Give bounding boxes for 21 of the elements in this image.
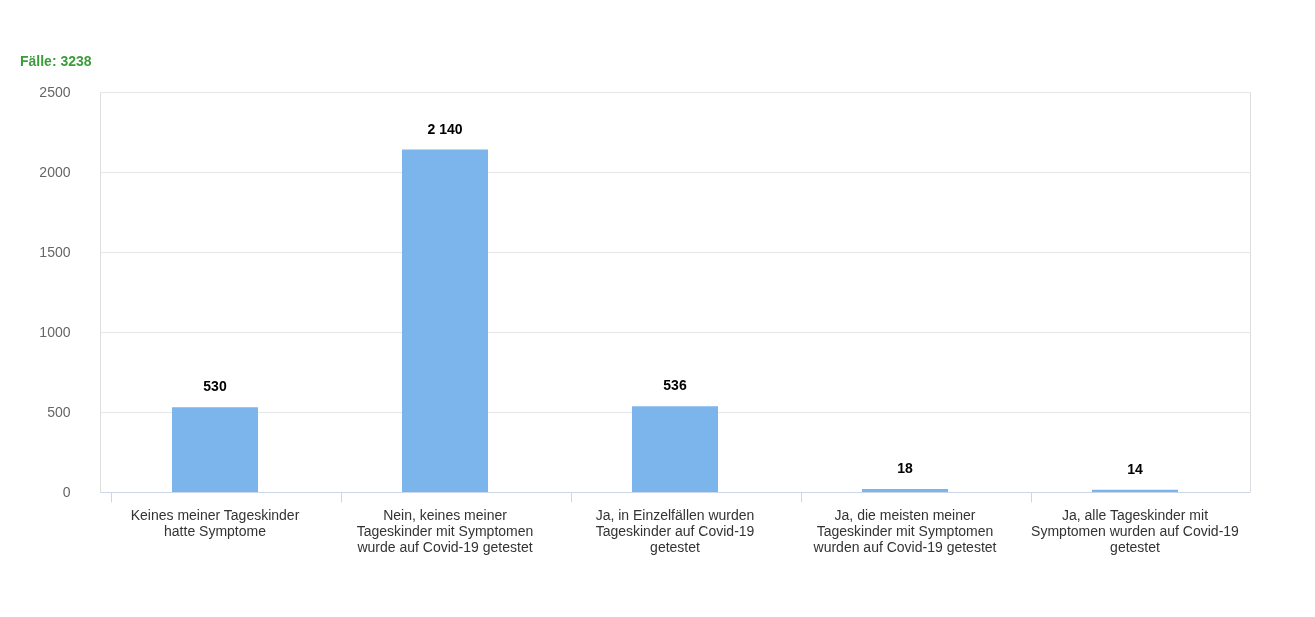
x-tick-label: Ja, die meisten meiner Tageskinder mit Symptomen wurden auf Covid-19 getestet (812, 506, 997, 555)
y-tick-label: 1500 (39, 243, 71, 260)
data-label: 536 (663, 377, 687, 394)
bar (862, 489, 948, 492)
bar (172, 407, 258, 492)
y-tick-label: 500 (47, 403, 71, 420)
data-label: 530 (203, 378, 227, 395)
x-tick-label: Ja, alle Tageskinder mit Symptomen wurden auf Covid-19 getestet (1031, 506, 1240, 555)
y-tick-label: 2500 (39, 83, 71, 100)
x-tick-label: Keines meiner Tageskinder hatte Symptome (130, 506, 300, 539)
text: Fälle: 3238 (20, 53, 92, 69)
data-label: 18 (897, 460, 913, 477)
y-tick-label: 1000 (39, 323, 71, 340)
bar (402, 149, 488, 492)
x-tick-label: Ja, in Einzelfällen wurden Tageskinder auf Covid-19 getestet (595, 506, 755, 555)
y-tick-label: 2000 (39, 163, 71, 180)
data-label: 2 140 (427, 120, 463, 137)
x-tick-label: Nein, keines meiner Tageskinder mit Symptomen wurde auf Covid-19 getestet (356, 506, 534, 555)
y-tick-label: 0 (62, 483, 71, 500)
data-label: 14 (1127, 460, 1143, 477)
bar (632, 406, 718, 492)
